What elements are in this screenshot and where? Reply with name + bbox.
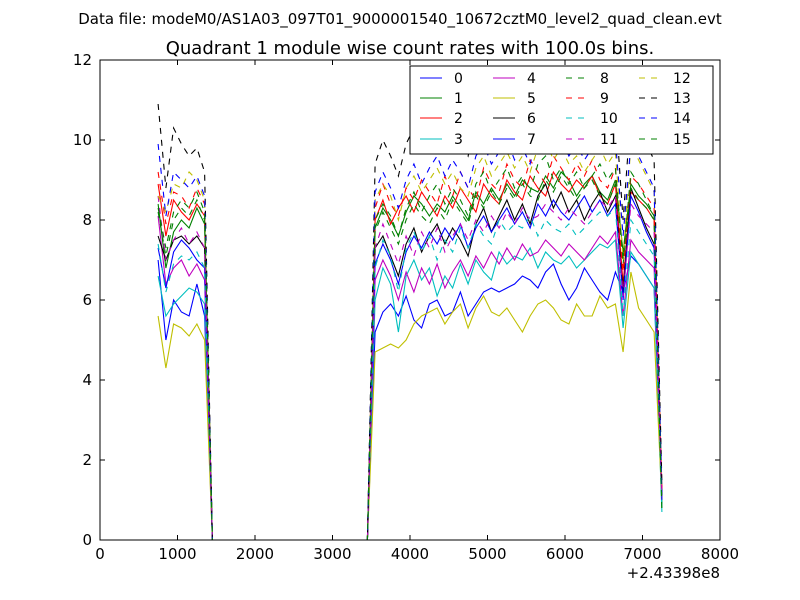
- legend-label-14: 14: [673, 111, 691, 127]
- legend-label-0: 0: [454, 71, 463, 87]
- chart-title: Quadrant 1 module wise count rates with …: [166, 38, 655, 59]
- legend-label-8: 8: [600, 71, 609, 87]
- axis-ticks: 0 1000 2000 3000 4000 5000 6000 7000 80000246810…: [73, 51, 739, 563]
- x-tick-label: 7000: [623, 545, 661, 563]
- y-tick-label: 0: [82, 531, 92, 549]
- series-line-3: [157, 238, 663, 540]
- x-tick-label: 8000: [701, 545, 739, 563]
- series-line-5: [157, 271, 663, 540]
- legend-label-3: 3: [454, 132, 463, 148]
- series-line-8: [157, 174, 663, 540]
- suptitle: Data file: modeM0/AS1A03_097T01_90000015…: [78, 10, 722, 29]
- legend-label-10: 10: [600, 111, 618, 127]
- y-tick-label: 6: [82, 291, 92, 309]
- x-offset-label: +2.43398e8: [627, 564, 720, 582]
- x-tick-label: 4000: [391, 545, 429, 563]
- x-tick-label: 0: [95, 545, 105, 563]
- y-tick-label: 8: [82, 211, 92, 229]
- legend-label-5: 5: [527, 91, 536, 107]
- legend-label-1: 1: [454, 91, 463, 107]
- legend-label-15: 15: [673, 132, 691, 148]
- series-line-15: [157, 154, 663, 540]
- legend-label-2: 2: [454, 111, 463, 127]
- legend-label-11: 11: [600, 132, 618, 148]
- legend-label-7: 7: [527, 132, 536, 148]
- y-tick-label: 10: [73, 131, 92, 149]
- legend-label-4: 4: [527, 71, 536, 87]
- legend-label-12: 12: [673, 71, 691, 87]
- series-line-10: [157, 206, 663, 540]
- series-line-2: [157, 170, 663, 540]
- plot-frame: [99, 59, 721, 541]
- series-line-0: [157, 254, 663, 540]
- series-line-9: [157, 154, 663, 540]
- series-line-14: [157, 126, 663, 540]
- x-tick-label: 1000: [158, 545, 196, 563]
- legend-label-13: 13: [673, 91, 691, 107]
- x-tick-label: 2000: [236, 545, 274, 563]
- series-layer: [157, 90, 663, 540]
- x-tick-label: 3000: [313, 545, 351, 563]
- series-line-7: [157, 193, 663, 540]
- x-tick-label: 6000: [546, 545, 584, 563]
- y-tick-label: 4: [82, 371, 92, 389]
- x-tick-label: 5000: [468, 545, 506, 563]
- y-tick-label: 12: [73, 51, 92, 69]
- legend-label-9: 9: [600, 91, 609, 107]
- series-line-4: [157, 215, 663, 540]
- legend-box: [409, 65, 714, 155]
- series-line-6: [157, 182, 663, 540]
- y-tick-label: 2: [82, 451, 92, 469]
- legend-label-6: 6: [527, 111, 536, 127]
- series-line-11: [157, 194, 663, 540]
